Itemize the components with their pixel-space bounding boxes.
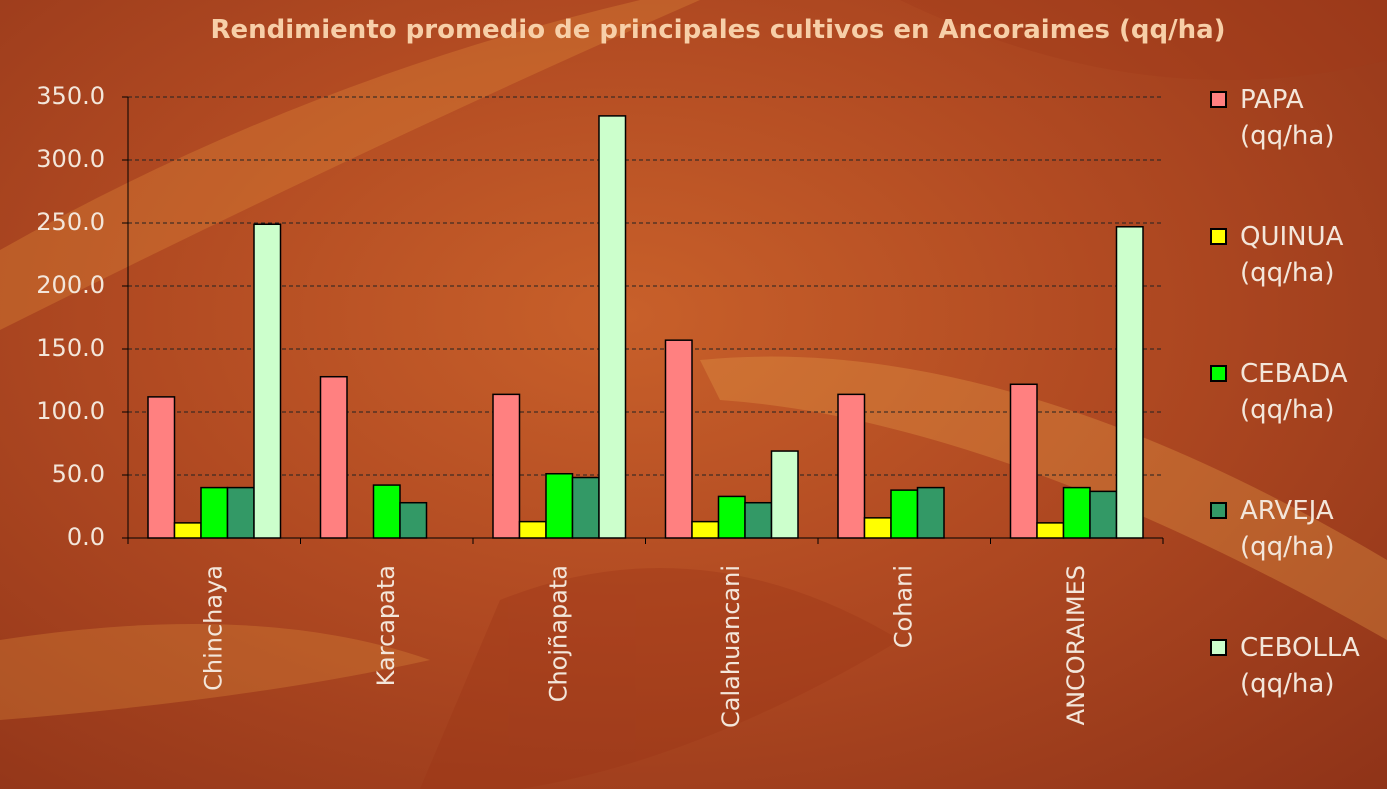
bar [1037, 523, 1064, 538]
legend-label: ARVEJA (qq/ha) [1240, 496, 1334, 562]
y-tick-label: 250.0 [36, 208, 105, 236]
bar [1064, 488, 1091, 538]
bar [745, 503, 772, 538]
bar [148, 397, 175, 538]
legend-swatch [1210, 228, 1227, 245]
legend-item: QUINUA (qq/ha) [1208, 219, 1378, 291]
bar [865, 518, 892, 538]
legend-item: PAPA (qq/ha) [1208, 82, 1378, 154]
page: 0.0 50.0 100.0 150.0 200.0 250.0 300.0 350.0 Chi… [0, 0, 1387, 789]
x-tick-label: Karcapata [372, 565, 400, 686]
x-tick-label: Cohani [889, 565, 917, 648]
legend-swatch [1210, 91, 1227, 108]
legend-item: ARVEJA (qq/ha) [1208, 493, 1378, 565]
bar [546, 474, 573, 538]
y-tick-label: 100.0 [36, 397, 105, 425]
bar [666, 340, 693, 538]
bar [599, 116, 626, 538]
legend-label: CEBOLLA (qq/ha) [1240, 633, 1360, 699]
legend-label: PAPA (qq/ha) [1240, 85, 1334, 151]
y-tick-label: 0.0 [67, 523, 105, 551]
bar [573, 478, 600, 538]
legend-swatch [1210, 365, 1227, 382]
legend-item: CEBADA (qq/ha) [1208, 356, 1378, 428]
legend-swatch [1210, 639, 1227, 656]
x-tick-label: ANCORAIMES [1062, 565, 1090, 725]
y-tick-label: 150.0 [36, 334, 105, 362]
bar [692, 522, 719, 538]
bar [1090, 491, 1117, 538]
y-tick-label: 50.0 [52, 460, 105, 488]
bar [1011, 384, 1038, 538]
x-tick-label: Chojñapata [544, 565, 572, 702]
bar [254, 224, 281, 538]
y-tick-label: 300.0 [36, 145, 105, 173]
bar [321, 377, 348, 538]
chart-title: Rendimiento promedio de principales cult… [158, 10, 1278, 50]
bar [838, 394, 865, 538]
x-tick-label: Chinchaya [199, 565, 227, 691]
y-tick-label: 200.0 [36, 271, 105, 299]
bar [772, 451, 799, 538]
bar [520, 522, 547, 538]
bar [891, 490, 918, 538]
chart: 0.0 50.0 100.0 150.0 200.0 250.0 300.0 350.0 Chi… [0, 0, 1387, 789]
x-tick-label: Calahuancani [717, 565, 745, 728]
bar [175, 523, 202, 538]
legend-label: CEBADA (qq/ha) [1240, 359, 1348, 425]
bar [201, 488, 228, 538]
bar [400, 503, 427, 538]
bar [374, 485, 401, 538]
bar [228, 488, 255, 538]
legend-swatch [1210, 502, 1227, 519]
bar [719, 496, 746, 538]
legend-item: CEBOLLA (qq/ha) [1208, 630, 1378, 702]
bar [1117, 227, 1144, 538]
legend-label: QUINUA (qq/ha) [1240, 222, 1343, 288]
bar [493, 394, 520, 538]
y-tick-label: 350.0 [36, 82, 105, 110]
bar [918, 488, 945, 538]
